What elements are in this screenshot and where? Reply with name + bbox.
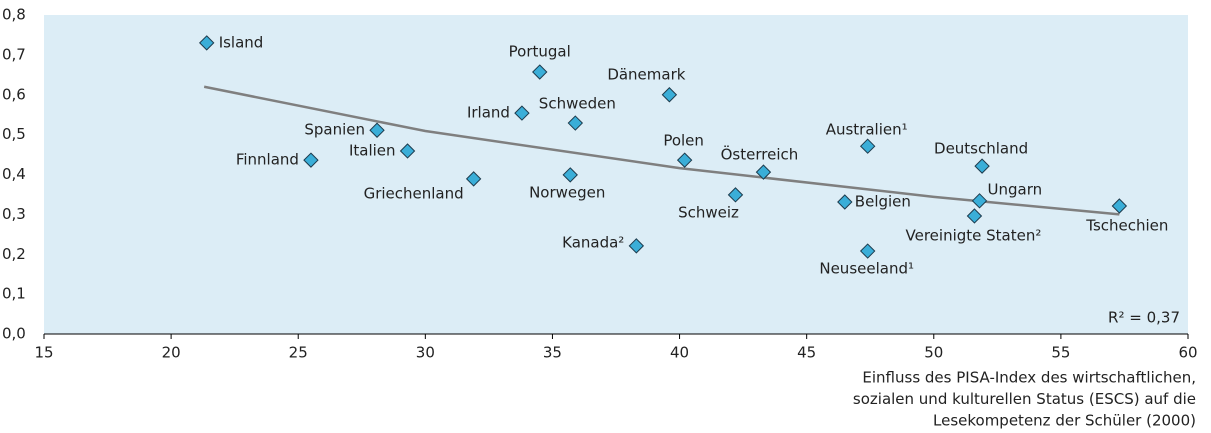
point <box>1111 198 1128 214</box>
x-axis-title: Lesekompetenz der Schüler (2000) <box>933 412 1196 430</box>
x-tick-label: 50 <box>924 344 943 362</box>
point <box>562 167 578 183</box>
y-tick-label: 0,6 <box>2 85 26 103</box>
point <box>676 152 693 168</box>
x-tick-label: 15 <box>34 344 53 362</box>
point <box>465 171 482 187</box>
y-tick-label: 0,5 <box>2 125 26 143</box>
point <box>567 115 584 131</box>
point-label: Polen <box>663 132 704 150</box>
point <box>727 187 744 203</box>
point <box>532 64 548 80</box>
point <box>661 87 678 103</box>
x-tick-label: 40 <box>670 344 689 362</box>
point <box>859 138 876 154</box>
x-tick-label: 25 <box>289 344 308 362</box>
point-label: Kanada² <box>562 233 624 251</box>
point <box>755 164 772 180</box>
point <box>971 193 988 209</box>
point-label: Irland <box>467 104 510 122</box>
point <box>628 238 645 254</box>
y-tick-label: 0,3 <box>2 205 26 223</box>
point <box>399 143 416 159</box>
y-tick-label: 0,7 <box>2 45 26 63</box>
point-label: Dänemark <box>607 65 685 83</box>
point <box>514 105 530 121</box>
point-label: Norwegen <box>529 183 605 201</box>
point <box>966 208 983 224</box>
point-label: Spanien <box>304 121 365 139</box>
trend-line <box>203 85 1120 216</box>
point <box>837 194 853 210</box>
annotation: R² = 0,37 <box>1108 309 1180 327</box>
point-label: Schweiz <box>678 203 739 221</box>
point <box>974 158 990 174</box>
x-tick-label: 20 <box>162 344 181 362</box>
x-axis-title: Einfluss des PISA-Index des wirtschaftli… <box>862 369 1196 387</box>
point-label: Finnland <box>236 151 299 169</box>
x-tick-label: 35 <box>543 344 562 362</box>
y-tick-label: 0,1 <box>2 285 26 303</box>
point-label: Belgien <box>855 193 911 211</box>
point-label: Schweden <box>539 95 616 113</box>
y-tick-label: 0,4 <box>2 165 26 183</box>
x-tick-label: 45 <box>797 344 816 362</box>
x-tick-label: 60 <box>1178 344 1197 362</box>
x-tick-label: 30 <box>416 344 435 362</box>
point <box>303 152 319 168</box>
point-label: Österreich <box>721 145 799 164</box>
point <box>198 35 215 51</box>
point-label: Island <box>219 33 264 51</box>
point <box>369 122 385 138</box>
y-tick-label: 0,0 <box>2 325 26 343</box>
y-tick-label: 0,8 <box>2 6 26 24</box>
point <box>859 243 876 259</box>
point-label: Italien <box>349 141 396 159</box>
point-label: Portugal <box>509 43 571 61</box>
point-label: Neuseeland¹ <box>819 260 914 278</box>
point-label: Ungarn <box>988 180 1043 198</box>
point-label: Vereinigte Staten² <box>906 226 1042 244</box>
point-label: Australien¹ <box>826 121 908 139</box>
point-label: Tschechien <box>1085 217 1168 235</box>
x-axis-title: sozialen und kulturellen Status (ESCS) a… <box>853 390 1196 408</box>
x-tick-label: 55 <box>1051 344 1070 362</box>
point-label: Griechenland <box>364 184 464 202</box>
point-label: Deutschland <box>934 140 1028 158</box>
plot-area <box>44 15 1188 334</box>
y-tick-label: 0,2 <box>2 245 26 263</box>
